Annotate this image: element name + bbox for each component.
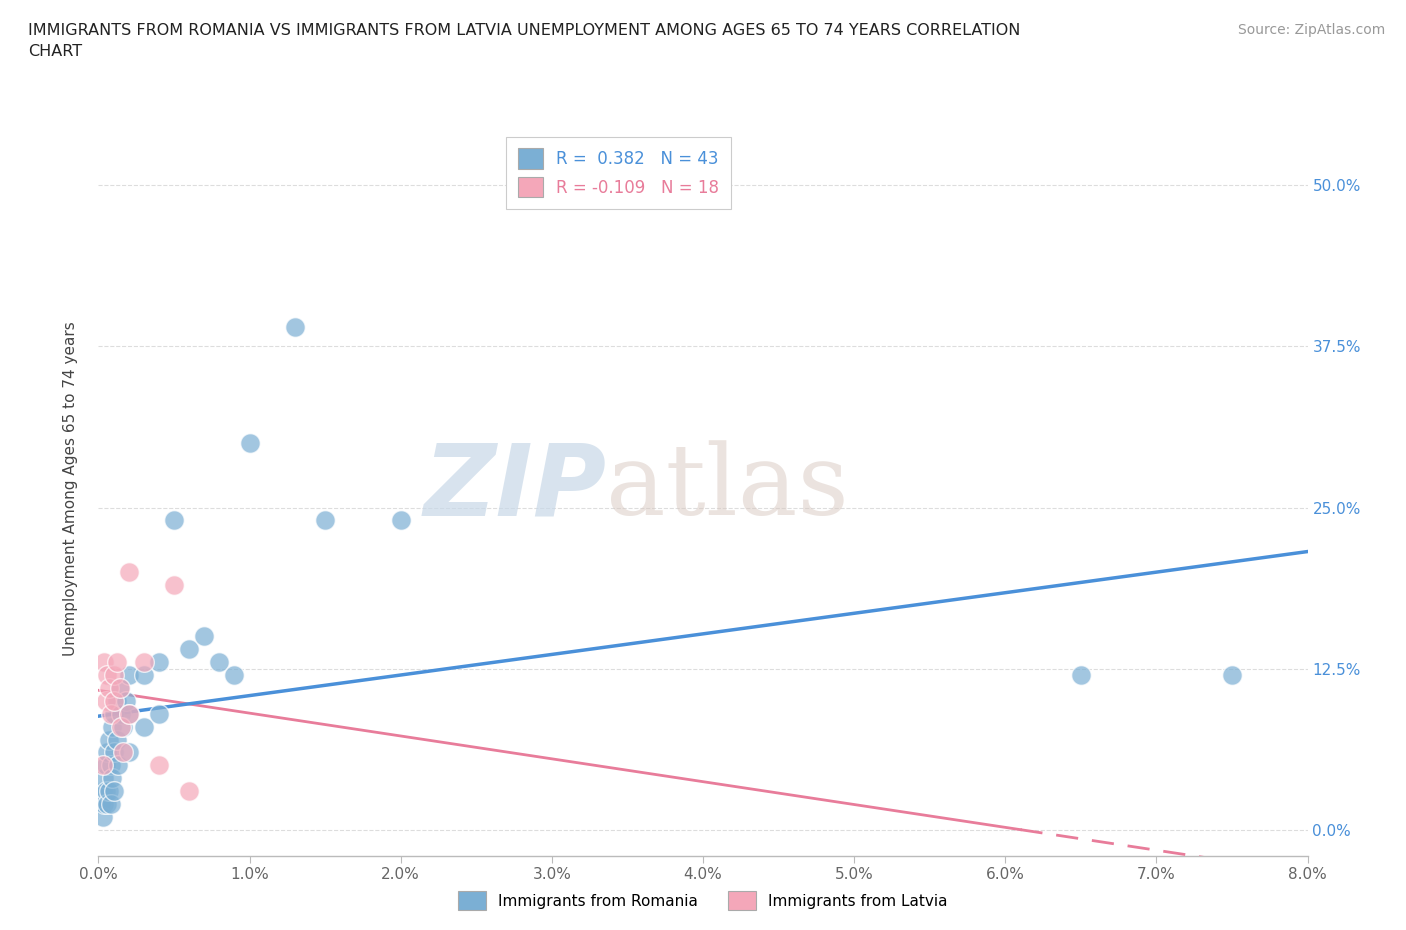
- Point: [105, 655, 128, 670]
- Point: [110, 719, 132, 734]
- Point: [114, 694, 136, 709]
- Point: [389, 513, 412, 528]
- Point: [98, 681, 121, 696]
- Point: [93, 771, 115, 786]
- Point: [118, 707, 141, 722]
- Legend: R =  0.382   N = 43, R = -0.109   N = 18: R = 0.382 N = 43, R = -0.109 N = 18: [506, 137, 731, 209]
- Point: [163, 513, 186, 528]
- Point: [94, 784, 117, 799]
- Y-axis label: Unemployment Among Ages 65 to 74 years: Unemployment Among Ages 65 to 74 years: [63, 321, 77, 656]
- Point: [208, 655, 231, 670]
- Point: [103, 694, 125, 709]
- Point: [93, 655, 115, 670]
- Legend: Immigrants from Romania, Immigrants from Latvia: Immigrants from Romania, Immigrants from…: [451, 884, 955, 918]
- Point: [239, 435, 262, 450]
- Point: [103, 784, 125, 799]
- Point: [108, 681, 131, 696]
- Point: [105, 732, 128, 747]
- Point: [105, 694, 128, 709]
- Point: [110, 707, 132, 722]
- Point: [101, 771, 124, 786]
- Point: [100, 707, 122, 722]
- Point: [118, 668, 141, 683]
- Point: [148, 655, 170, 670]
- Point: [96, 797, 118, 812]
- Text: Source: ZipAtlas.com: Source: ZipAtlas.com: [1237, 23, 1385, 37]
- Point: [193, 629, 215, 644]
- Point: [132, 668, 155, 683]
- Point: [179, 784, 201, 799]
- Point: [284, 320, 307, 335]
- Point: [94, 758, 117, 773]
- Point: [179, 642, 201, 657]
- Text: IMMIGRANTS FROM ROMANIA VS IMMIGRANTS FROM LATVIA UNEMPLOYMENT AMONG AGES 65 TO : IMMIGRANTS FROM ROMANIA VS IMMIGRANTS FR…: [28, 23, 1021, 60]
- Point: [107, 758, 129, 773]
- Point: [91, 784, 114, 799]
- Point: [91, 809, 114, 824]
- Point: [100, 758, 122, 773]
- Point: [111, 745, 134, 760]
- Point: [93, 797, 115, 812]
- Point: [163, 578, 186, 592]
- Point: [224, 668, 246, 683]
- Point: [96, 668, 118, 683]
- Point: [118, 565, 141, 579]
- Point: [103, 668, 125, 683]
- Point: [148, 758, 170, 773]
- Text: atlas: atlas: [606, 440, 849, 537]
- Point: [132, 719, 155, 734]
- Point: [314, 513, 336, 528]
- Point: [100, 797, 122, 812]
- Point: [111, 719, 134, 734]
- Point: [94, 694, 117, 709]
- Point: [108, 681, 131, 696]
- Point: [90, 797, 112, 812]
- Point: [103, 745, 125, 760]
- Point: [1070, 668, 1092, 683]
- Point: [103, 707, 125, 722]
- Point: [148, 707, 170, 722]
- Point: [118, 707, 141, 722]
- Point: [98, 732, 121, 747]
- Point: [132, 655, 155, 670]
- Point: [1220, 668, 1243, 683]
- Point: [98, 784, 121, 799]
- Point: [96, 745, 118, 760]
- Point: [91, 758, 114, 773]
- Point: [101, 719, 124, 734]
- Text: ZIP: ZIP: [423, 440, 606, 537]
- Point: [118, 745, 141, 760]
